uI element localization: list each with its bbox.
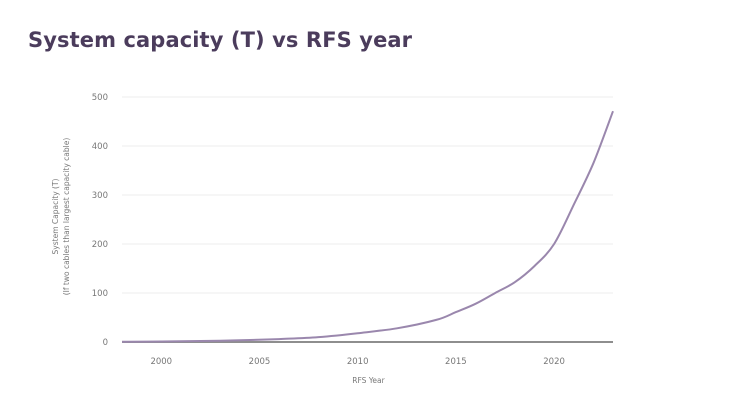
y-tick-label: 0 — [103, 338, 108, 348]
y-tick-label: 400 — [92, 142, 108, 152]
x-tick-label: 2000 — [150, 357, 172, 367]
y-axis-label: System Capacity (T) — [51, 178, 60, 254]
y-tick-label: 100 — [92, 289, 108, 299]
gridlines — [122, 96, 613, 294]
x-tick-labels: 2000 2005 2010 2015 2020 — [150, 357, 564, 367]
y-tick-labels: 0 100 200 300 400 500 — [92, 93, 108, 348]
y-axis-sublabel: (If two cables than largest capacity cab… — [62, 138, 71, 296]
chart-title: System capacity (T) vs RFS year — [28, 28, 413, 52]
y-tick-label: 300 — [92, 191, 108, 201]
x-tick-label: 2020 — [543, 357, 565, 367]
x-axis-label: RFS Year — [352, 376, 385, 385]
y-tick-label: 500 — [92, 93, 108, 103]
x-tick-label: 2010 — [347, 357, 369, 367]
series-line-system-capacity — [121, 110, 614, 343]
x-tick-label: 2005 — [249, 357, 271, 367]
y-axis-label-group: System Capacity (T) (If two cables than … — [51, 138, 71, 296]
y-tick-label: 200 — [92, 240, 108, 250]
x-tick-label: 2015 — [445, 357, 467, 367]
